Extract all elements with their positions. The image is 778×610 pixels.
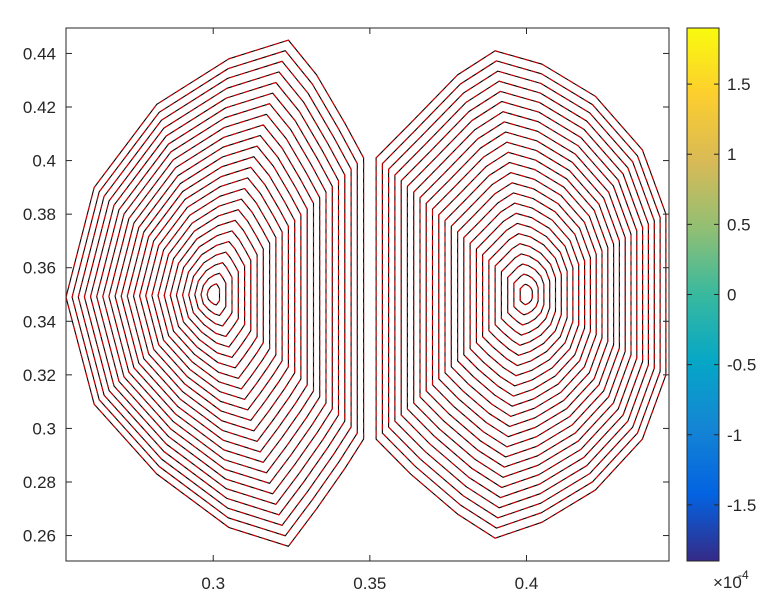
contour-line-dashed	[182, 240, 246, 348]
colorbar: -1.5 -1 -0.5 0 0.5 1 1.5 ×10 -4	[686, 27, 756, 592]
contour-line-dashed	[394, 80, 649, 509]
contour-layer	[66, 39, 667, 547]
contour-line-dashed	[388, 70, 655, 519]
contour-line-dashed	[157, 198, 271, 390]
contour-line-dashed	[475, 212, 574, 377]
y-tick-label: 0.44	[23, 44, 56, 63]
y-tick-label: 0.28	[23, 473, 56, 492]
contour-line-dashed	[438, 151, 609, 438]
colorbar-tick-label: 0.5	[727, 215, 751, 234]
y-tick-label: 0.38	[23, 205, 56, 224]
contour-line-solid	[151, 187, 277, 400]
plot-area-frame	[65, 27, 670, 562]
contour-line-dashed	[132, 156, 296, 432]
y-tick-label: 0.34	[23, 312, 56, 331]
contour-line-dashed	[194, 262, 233, 327]
contour-line-dashed	[488, 233, 562, 356]
colorbar-tick-label: 0	[727, 286, 736, 305]
contour-line-dashed	[200, 272, 227, 317]
colorbar-tick-label: -0.5	[727, 356, 756, 375]
contour-line-dashed	[66, 39, 365, 547]
colorbar-exponent-power: -4	[738, 568, 749, 582]
contour-line-dashed	[400, 90, 644, 499]
contour-line-dashed	[175, 230, 252, 358]
contour-line-dashed	[419, 121, 626, 468]
contour-line-dashed	[89, 81, 340, 505]
contour-line-dashed	[500, 253, 551, 336]
contour-line-dashed	[381, 60, 661, 529]
colorbar-gradient	[687, 28, 719, 561]
colorbar-tick-label: -1.5	[727, 496, 756, 515]
contour-line-dashed	[469, 202, 580, 387]
contour-line-dashed	[444, 161, 603, 428]
colorbar-ticks: -1.5 -1 -0.5 0 0.5 1 1.5	[687, 75, 756, 515]
contour-line-dashed	[413, 111, 632, 478]
contour-line-dashed	[83, 71, 346, 516]
contour-line-dashed	[450, 172, 597, 417]
contour-line-dashed	[126, 145, 302, 442]
contour-line-dashed	[519, 283, 533, 306]
colorbar-tick-label: 1	[727, 145, 736, 164]
contour-line-dashed	[206, 283, 221, 306]
colorbar-tick-label: -1	[727, 426, 742, 445]
x-tick-label: 0.4	[515, 574, 539, 593]
y-tick-label: 0.42	[23, 98, 56, 117]
contour-line-dashed	[108, 113, 321, 474]
contour-line-dashed	[71, 50, 358, 537]
x-tick-label: 0.3	[201, 574, 225, 593]
contour-line-dashed	[102, 103, 327, 484]
contour-line-dashed	[145, 177, 283, 411]
contour-line-dashed	[77, 60, 352, 526]
y-tick-label: 0.32	[23, 366, 56, 385]
contour-line-dashed	[431, 141, 615, 448]
contour-line-dashed	[188, 251, 239, 338]
contour-line-dashed	[463, 192, 586, 397]
y-axis-ticks: 0.26 0.28 0.3 0.32 0.34 0.36 0.38 0.4 0.42 0.44	[23, 44, 669, 546]
colorbar-tick-label: 1.5	[727, 75, 751, 94]
y-tick-label: 0.36	[23, 259, 56, 278]
colorbar-exponent-base: ×10	[713, 573, 742, 592]
contour-line-dashed	[120, 134, 308, 453]
y-tick-label: 0.4	[32, 152, 56, 171]
contour-line-dashed	[169, 219, 258, 369]
contour-line-dashed	[139, 166, 289, 421]
x-tick-label: 0.35	[353, 574, 386, 593]
contour-line-dashed	[507, 263, 545, 326]
contour-line-dashed	[163, 209, 264, 379]
contour-line-dashed	[494, 243, 557, 346]
contour-line-dashed	[406, 100, 638, 489]
contour-line-dashed	[425, 131, 620, 458]
contour-line-dashed	[96, 92, 333, 495]
contour-line-dashed	[114, 124, 315, 463]
contour-line-dashed	[457, 182, 591, 407]
contour-line-dashed	[482, 222, 568, 367]
y-tick-label: 0.26	[23, 527, 56, 546]
contour-line-dashed	[513, 273, 539, 316]
y-tick-label: 0.3	[32, 419, 56, 438]
x-axis-ticks: 0.3 0.35 0.4	[201, 28, 538, 593]
